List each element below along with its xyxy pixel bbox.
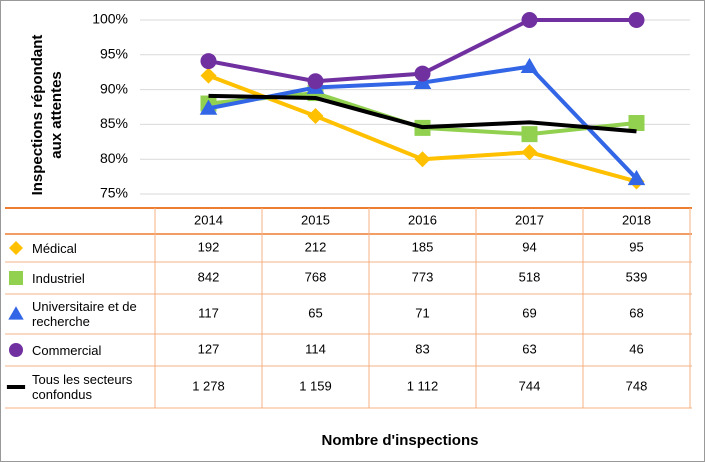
y-tick-label: 100% [92, 11, 128, 27]
y-tick-label: 75% [100, 185, 128, 201]
legend-item: Commercial [32, 342, 102, 358]
legend-label: Commercial [32, 342, 102, 358]
table-cell: 1 112 [407, 378, 439, 393]
table-cell: 1 159 [299, 378, 332, 393]
x-tick-label: 2018 [622, 212, 651, 227]
data-point [627, 169, 646, 186]
table-cell: 1 278 [192, 378, 225, 393]
data-point [414, 151, 431, 168]
x-axis-label: Nombre d'inspections [322, 432, 479, 449]
table-cell: 63 [522, 341, 536, 356]
table-cell: 744 [519, 378, 541, 393]
table-cell: 748 [626, 378, 648, 393]
data-point [200, 67, 217, 84]
table-cell: 68 [629, 305, 643, 320]
table-cell: 185 [412, 239, 434, 254]
data-point [628, 115, 645, 132]
table-cell: 65 [308, 305, 322, 320]
table-cell: 69 [522, 305, 536, 320]
data-point [307, 73, 324, 90]
y-axis-label: aux attentes [48, 71, 65, 159]
series-line [208, 93, 637, 134]
table-cell: 114 [305, 341, 326, 356]
data-point [521, 144, 538, 161]
y-tick-label: 90% [100, 80, 128, 96]
table-cell: 94 [522, 239, 536, 254]
data-point [520, 57, 539, 74]
table-cell: 192 [198, 239, 220, 254]
table-cell: 842 [198, 269, 220, 284]
data-point [414, 65, 431, 82]
y-tick-label: 95% [100, 46, 128, 62]
legend-label: Universitaire et de recherche [32, 299, 137, 329]
table-cell: 117 [198, 305, 219, 320]
table-cell: 768 [305, 269, 327, 284]
legend-item: Universitaire et de recherche [32, 299, 137, 329]
y-tick-label: 80% [100, 150, 128, 166]
data-point [200, 53, 217, 70]
legend-label: Tous les secteurs confondus [32, 372, 133, 402]
data-point [199, 99, 218, 115]
legend-marker [8, 306, 24, 320]
data-point [628, 12, 645, 28]
table-cell: 46 [629, 341, 643, 356]
x-tick-label: 2016 [408, 212, 437, 227]
legend-marker [9, 241, 23, 255]
table-cell: 518 [519, 269, 541, 284]
y-axis-label: Inspections répondant [29, 35, 46, 196]
legend-marker [9, 343, 23, 357]
legend-marker [9, 271, 23, 285]
table-cell: 71 [415, 305, 429, 320]
table-cell: 83 [415, 341, 429, 356]
legend-label: Industriel [32, 270, 85, 286]
legend-item: Tous les secteurs confondus [32, 372, 133, 402]
x-tick-label: 2014 [194, 212, 223, 227]
table-cell: 773 [412, 269, 434, 284]
y-tick-label: 85% [100, 115, 128, 131]
table-cell: 539 [626, 269, 648, 284]
x-tick-label: 2017 [515, 212, 544, 227]
table-cell: 95 [629, 239, 643, 254]
data-point [521, 126, 538, 143]
legend-item: Industriel [32, 270, 85, 286]
x-tick-label: 2015 [301, 212, 330, 227]
table-cell: 212 [305, 239, 327, 254]
legend-label: Médical [32, 240, 77, 256]
table-cell: 127 [198, 341, 220, 356]
data-point [521, 12, 538, 28]
legend-item: Médical [32, 240, 77, 256]
data-point [307, 108, 324, 125]
